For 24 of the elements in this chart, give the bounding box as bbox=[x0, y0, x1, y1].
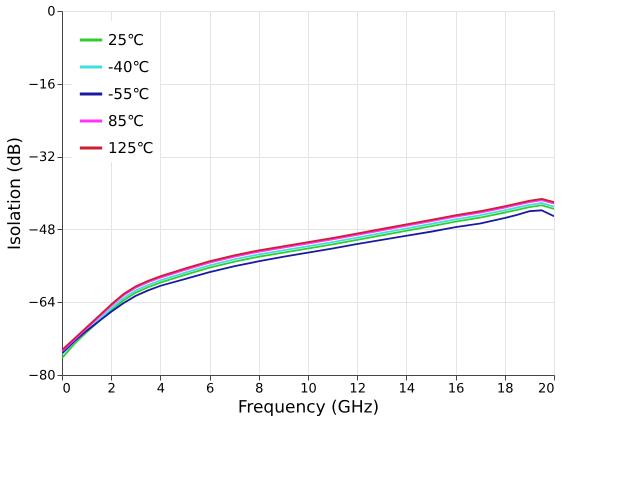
x-tick-label: 20 bbox=[538, 382, 554, 396]
x-tick-label: 10 bbox=[300, 382, 317, 396]
y-tick-label: −64 bbox=[28, 296, 56, 311]
legend-label: 85℃ bbox=[108, 112, 144, 130]
x-tick-label: 12 bbox=[349, 382, 366, 396]
legend-label: -55℃ bbox=[108, 85, 150, 103]
x-tick-label: 16 bbox=[448, 382, 464, 396]
x-tick-label: 4 bbox=[156, 382, 166, 396]
legend-label: 25℃ bbox=[108, 31, 144, 49]
x-tick-label: 8 bbox=[255, 382, 264, 396]
x-tick-label: 0 bbox=[62, 382, 71, 396]
y-tick-label: 0 bbox=[47, 4, 56, 20]
legend-label: 125℃ bbox=[108, 139, 154, 157]
y-axis-title: Isolation (dB) bbox=[5, 136, 26, 250]
x-tick-label: 14 bbox=[398, 382, 416, 396]
x-tick-label: 18 bbox=[497, 382, 514, 396]
x-axis-title: Frequency (GHz) bbox=[238, 398, 380, 418]
y-tick-label: −48 bbox=[28, 222, 56, 238]
x-tick-label: 6 bbox=[206, 382, 214, 396]
x-tick-label: 2 bbox=[108, 382, 116, 396]
y-tick-label: −80 bbox=[28, 368, 56, 384]
y-tick-label: −32 bbox=[28, 150, 56, 166]
y-tick-label: −16 bbox=[28, 77, 56, 92]
legend-label: -40℃ bbox=[108, 58, 150, 76]
